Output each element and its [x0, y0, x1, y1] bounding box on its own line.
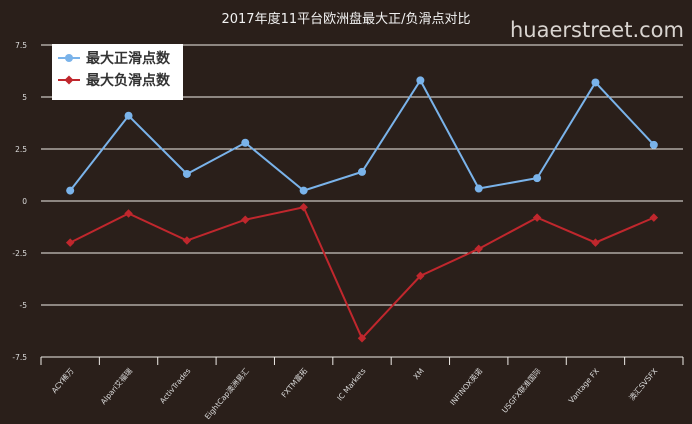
- data-point: [124, 209, 133, 218]
- data-point: [357, 334, 367, 343]
- data-point: [241, 215, 250, 224]
- circle-marker-icon: [58, 51, 80, 65]
- x-tick-label: ACY稀万: [49, 365, 76, 395]
- legend-label: 最大负滑点数: [86, 73, 170, 89]
- data-point: [299, 186, 308, 195]
- y-tick-label: -2.5: [12, 249, 27, 258]
- x-tick-label: FXTM富拓: [279, 365, 310, 399]
- data-point: [358, 167, 366, 176]
- data-point: [591, 238, 600, 247]
- x-tick-label: Alpari艾福瑞: [98, 365, 134, 406]
- x-tick-label: INFINOX英诺: [447, 365, 484, 407]
- data-point: [416, 271, 425, 281]
- x-tick-label: Vantage FX: [567, 367, 601, 405]
- data-point: [241, 138, 250, 147]
- y-tick-label: -5: [20, 301, 28, 310]
- data-point: [182, 236, 192, 245]
- x-tick-label: XM: [412, 367, 426, 382]
- legend-label: 最大正滑点数: [86, 51, 170, 67]
- data-point: [474, 184, 483, 193]
- data-point: [299, 202, 308, 212]
- legend-item-positive[interactable]: 最大正滑点数: [58, 48, 170, 68]
- y-tick-label: -7.5: [12, 353, 27, 362]
- x-tick-label: EightCap澳洲易汇: [202, 365, 251, 421]
- data-point: [591, 78, 600, 87]
- data-point: [533, 174, 542, 183]
- data-point: [532, 213, 542, 222]
- y-tick-label: 5: [22, 93, 27, 102]
- y-tick-label: 2.5: [15, 145, 27, 154]
- data-point: [474, 244, 483, 254]
- watermark: huaerstreet.com: [510, 18, 684, 42]
- data-point: [124, 111, 133, 120]
- x-tick-label: USGFX联准国际: [499, 365, 543, 414]
- chart-title: 2017年度11平台欧洲盘最大正/负滑点对比: [221, 12, 471, 27]
- legend: 最大正滑点数 最大负滑点数: [52, 44, 183, 100]
- x-tick-label: 澳汇SVSFX: [627, 366, 660, 402]
- series-line: [69, 206, 655, 341]
- data-point: [649, 213, 659, 222]
- data-point: [66, 186, 75, 195]
- data-point: [182, 169, 191, 178]
- x-tick-label: ActivTrades: [158, 366, 193, 405]
- y-tick-label: 0: [22, 197, 27, 206]
- data-point: [416, 76, 425, 85]
- data-point: [649, 140, 658, 149]
- diamond-marker-icon: [58, 73, 80, 87]
- y-tick-label: 7.5: [15, 41, 27, 50]
- x-tick-label: IC Markets: [335, 366, 367, 402]
- data-point: [65, 238, 75, 247]
- legend-item-negative[interactable]: 最大负滑点数: [58, 70, 170, 90]
